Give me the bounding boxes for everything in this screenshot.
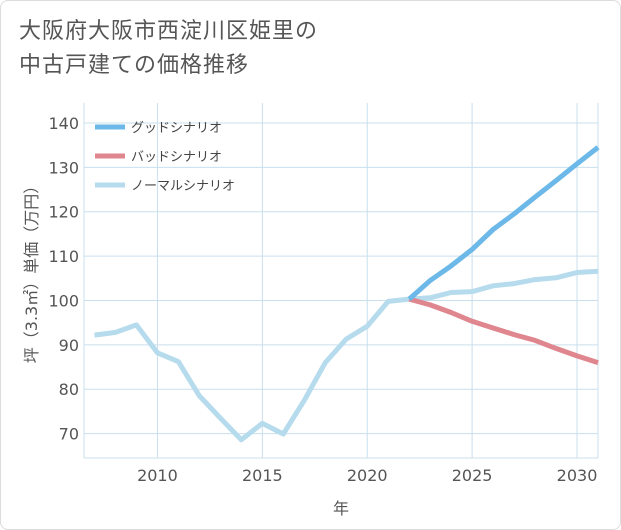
chart-title-line-1: 大阪府大阪市西淀川区姫里の bbox=[19, 19, 319, 44]
legend-label-2: ノーマルシナリオ bbox=[131, 179, 235, 194]
x-axis-ticks: 2010 2015 2020 2025 2030 bbox=[137, 466, 597, 485]
y-tick-label: 70 bbox=[59, 425, 79, 444]
series-lines bbox=[94, 145, 600, 443]
x-tick-label: 2025 bbox=[452, 466, 493, 485]
y-tick-label: 90 bbox=[59, 336, 79, 355]
series-line-1 bbox=[408, 296, 599, 365]
y-tick-label: 80 bbox=[59, 380, 79, 399]
legend-label-0: グッドシナリオ bbox=[131, 121, 222, 136]
legend-label-1: バッドシナリオ bbox=[131, 150, 222, 165]
x-tick-label: 2015 bbox=[242, 466, 283, 485]
y-tick-label: 110 bbox=[48, 247, 79, 266]
x-tick-label: 2010 bbox=[137, 466, 178, 485]
y-tick-label: 140 bbox=[48, 114, 79, 133]
gridlines bbox=[83, 103, 599, 459]
y-tick-label: 130 bbox=[48, 158, 79, 177]
y-tick-label: 100 bbox=[48, 291, 79, 310]
y-axis-label: 坪（3.3㎡）単価（万円） bbox=[22, 178, 41, 363]
chart-title: 大阪府大阪市西淀川区姫里の 中古戸建ての価格推移 bbox=[19, 15, 579, 83]
x-tick-label: 2030 bbox=[557, 466, 598, 485]
chart-title-line-2: 中古戸建ての価格推移 bbox=[19, 53, 250, 78]
y-tick-label: 120 bbox=[48, 203, 79, 222]
x-axis-label: 年 bbox=[333, 499, 349, 518]
y-axis-ticks: 70 80 90 100 110 120 130 140 bbox=[48, 114, 79, 444]
series-line-0 bbox=[407, 145, 600, 301]
series-line-2 bbox=[94, 268, 599, 443]
x-tick-label: 2020 bbox=[347, 466, 388, 485]
